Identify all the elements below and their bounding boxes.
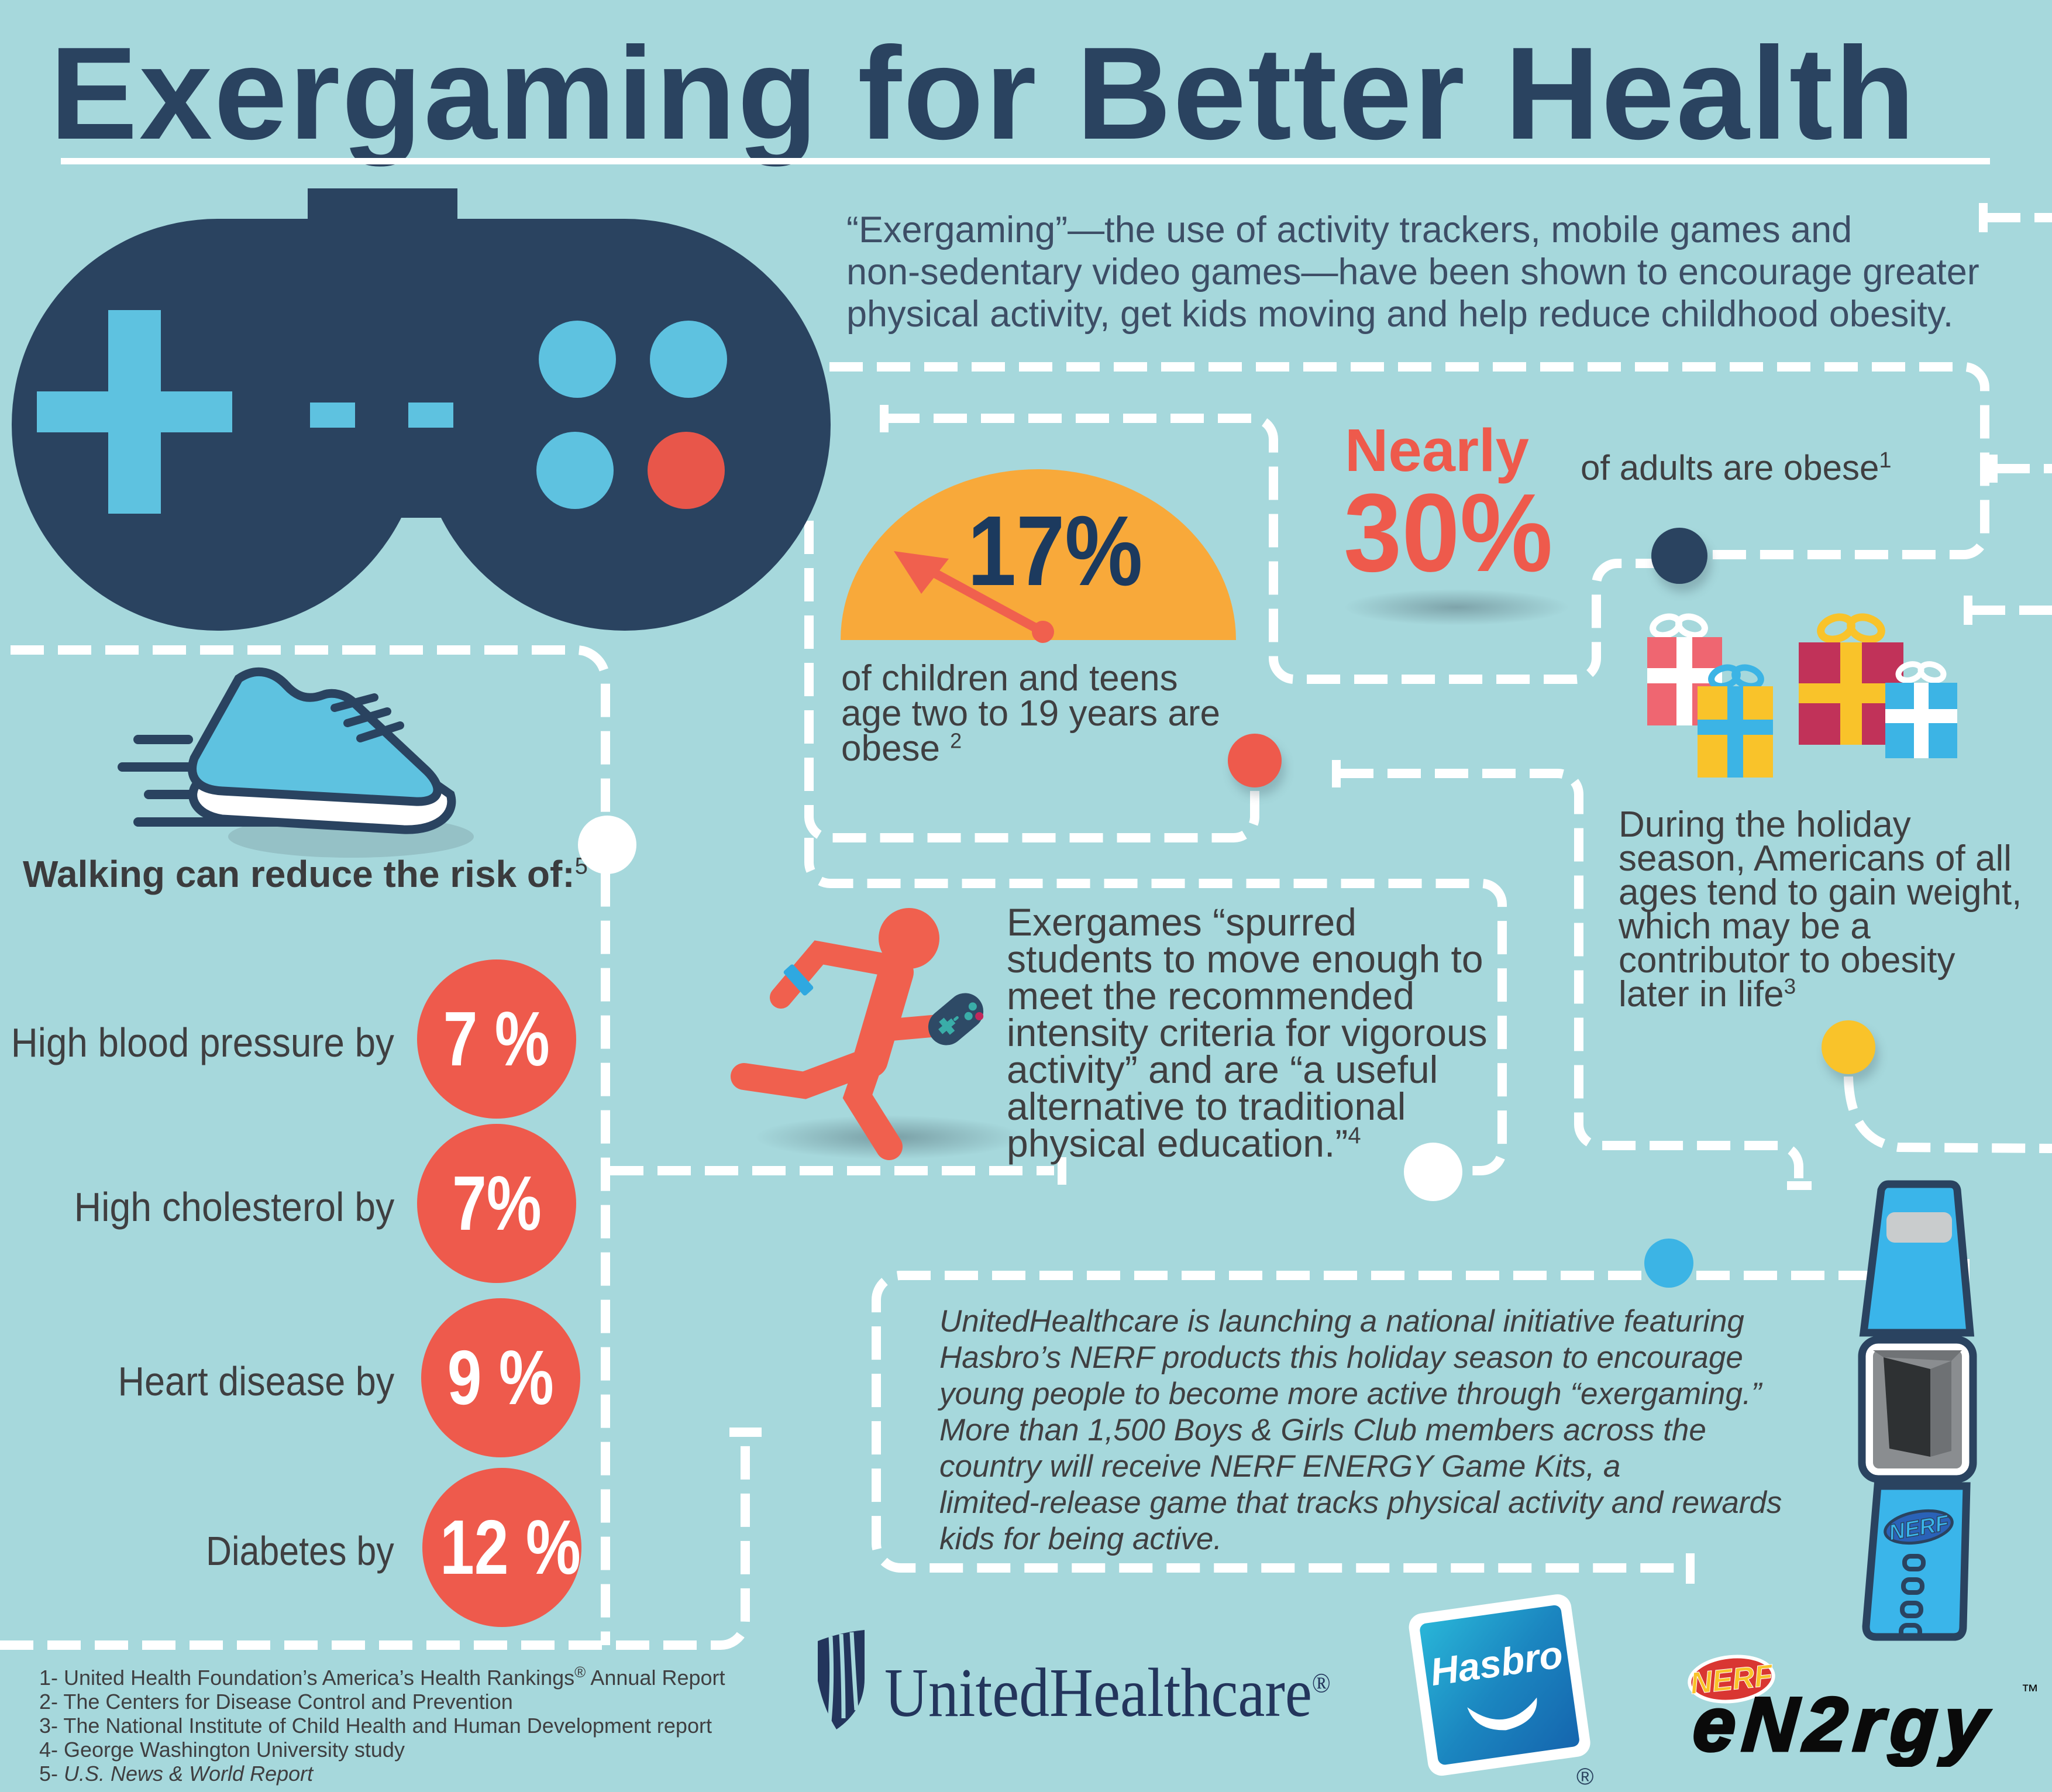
svg-text:®: ® [1576, 1764, 1593, 1790]
svg-text:eN2rgy: eN2rgy [1691, 1681, 1996, 1767]
svg-text:™: ™ [2021, 1681, 2039, 1701]
